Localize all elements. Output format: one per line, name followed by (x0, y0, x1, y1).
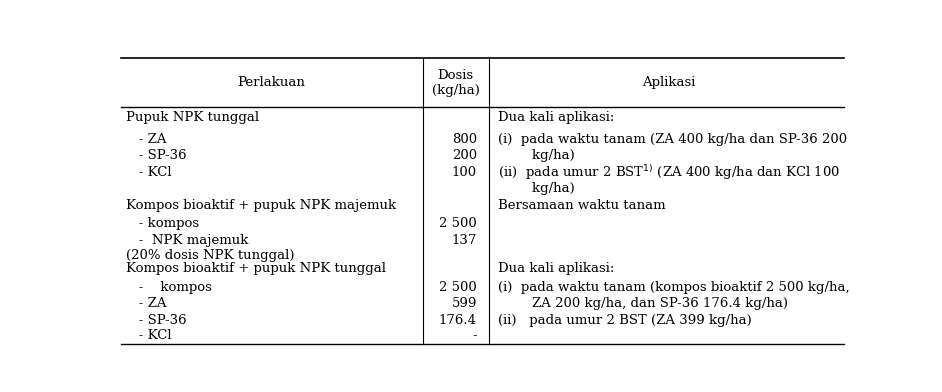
Text: - SP-36: - SP-36 (126, 149, 187, 162)
Text: 599: 599 (451, 297, 477, 310)
Text: (ii)   pada umur 2 BST (ZA 399 kg/ha): (ii) pada umur 2 BST (ZA 399 kg/ha) (498, 314, 752, 327)
Text: - KCl: - KCl (126, 166, 171, 179)
Text: (i)  pada waktu tanam (ZA 400 kg/ha dan SP-36 200: (i) pada waktu tanam (ZA 400 kg/ha dan S… (498, 132, 847, 145)
Text: 176.4: 176.4 (439, 314, 477, 327)
Text: 2 500: 2 500 (439, 281, 477, 294)
Text: 137: 137 (451, 234, 477, 247)
Text: -: - (472, 329, 477, 342)
Text: 100: 100 (452, 166, 477, 179)
Text: (20% dosis NPK tunggal): (20% dosis NPK tunggal) (126, 249, 294, 262)
Text: 200: 200 (452, 149, 477, 162)
Text: - ZA: - ZA (126, 297, 167, 310)
Text: Bersamaan waktu tanam: Bersamaan waktu tanam (498, 199, 666, 212)
Text: Kompos bioaktif + pupuk NPK majemuk: Kompos bioaktif + pupuk NPK majemuk (126, 199, 396, 212)
Text: 2 500: 2 500 (439, 217, 477, 230)
Text: Perlakuan: Perlakuan (237, 76, 305, 89)
Text: kg/ha): kg/ha) (498, 182, 575, 195)
Text: Aplikasi: Aplikasi (642, 76, 695, 89)
Text: Dua kali aplikasi:: Dua kali aplikasi: (498, 111, 614, 125)
Text: kg/ha): kg/ha) (498, 149, 575, 162)
Text: Kompos bioaktif + pupuk NPK tunggal: Kompos bioaktif + pupuk NPK tunggal (126, 262, 386, 276)
Text: (i)  pada waktu tanam (kompos bioaktif 2 500 kg/ha,: (i) pada waktu tanam (kompos bioaktif 2 … (498, 281, 850, 294)
Text: Dosis
(kg/ha): Dosis (kg/ha) (431, 69, 479, 96)
Text: - ZA: - ZA (126, 132, 167, 145)
Text: Pupuk NPK tunggal: Pupuk NPK tunggal (126, 111, 259, 125)
Text: - SP-36: - SP-36 (126, 314, 187, 327)
Text: 800: 800 (452, 132, 477, 145)
Text: - KCl: - KCl (126, 329, 171, 342)
Text: (ii)  pada umur 2 BST$^{1)}$ (ZA 400 kg/ha dan KCl 100: (ii) pada umur 2 BST$^{1)}$ (ZA 400 kg/h… (498, 163, 840, 182)
Text: ZA 200 kg/ha, dan SP-36 176.4 kg/ha): ZA 200 kg/ha, dan SP-36 176.4 kg/ha) (498, 297, 788, 310)
Text: -    kompos: - kompos (126, 281, 212, 294)
Text: Dua kali aplikasi:: Dua kali aplikasi: (498, 262, 614, 276)
Text: -  NPK majemuk: - NPK majemuk (126, 234, 248, 247)
Text: - kompos: - kompos (126, 217, 199, 230)
